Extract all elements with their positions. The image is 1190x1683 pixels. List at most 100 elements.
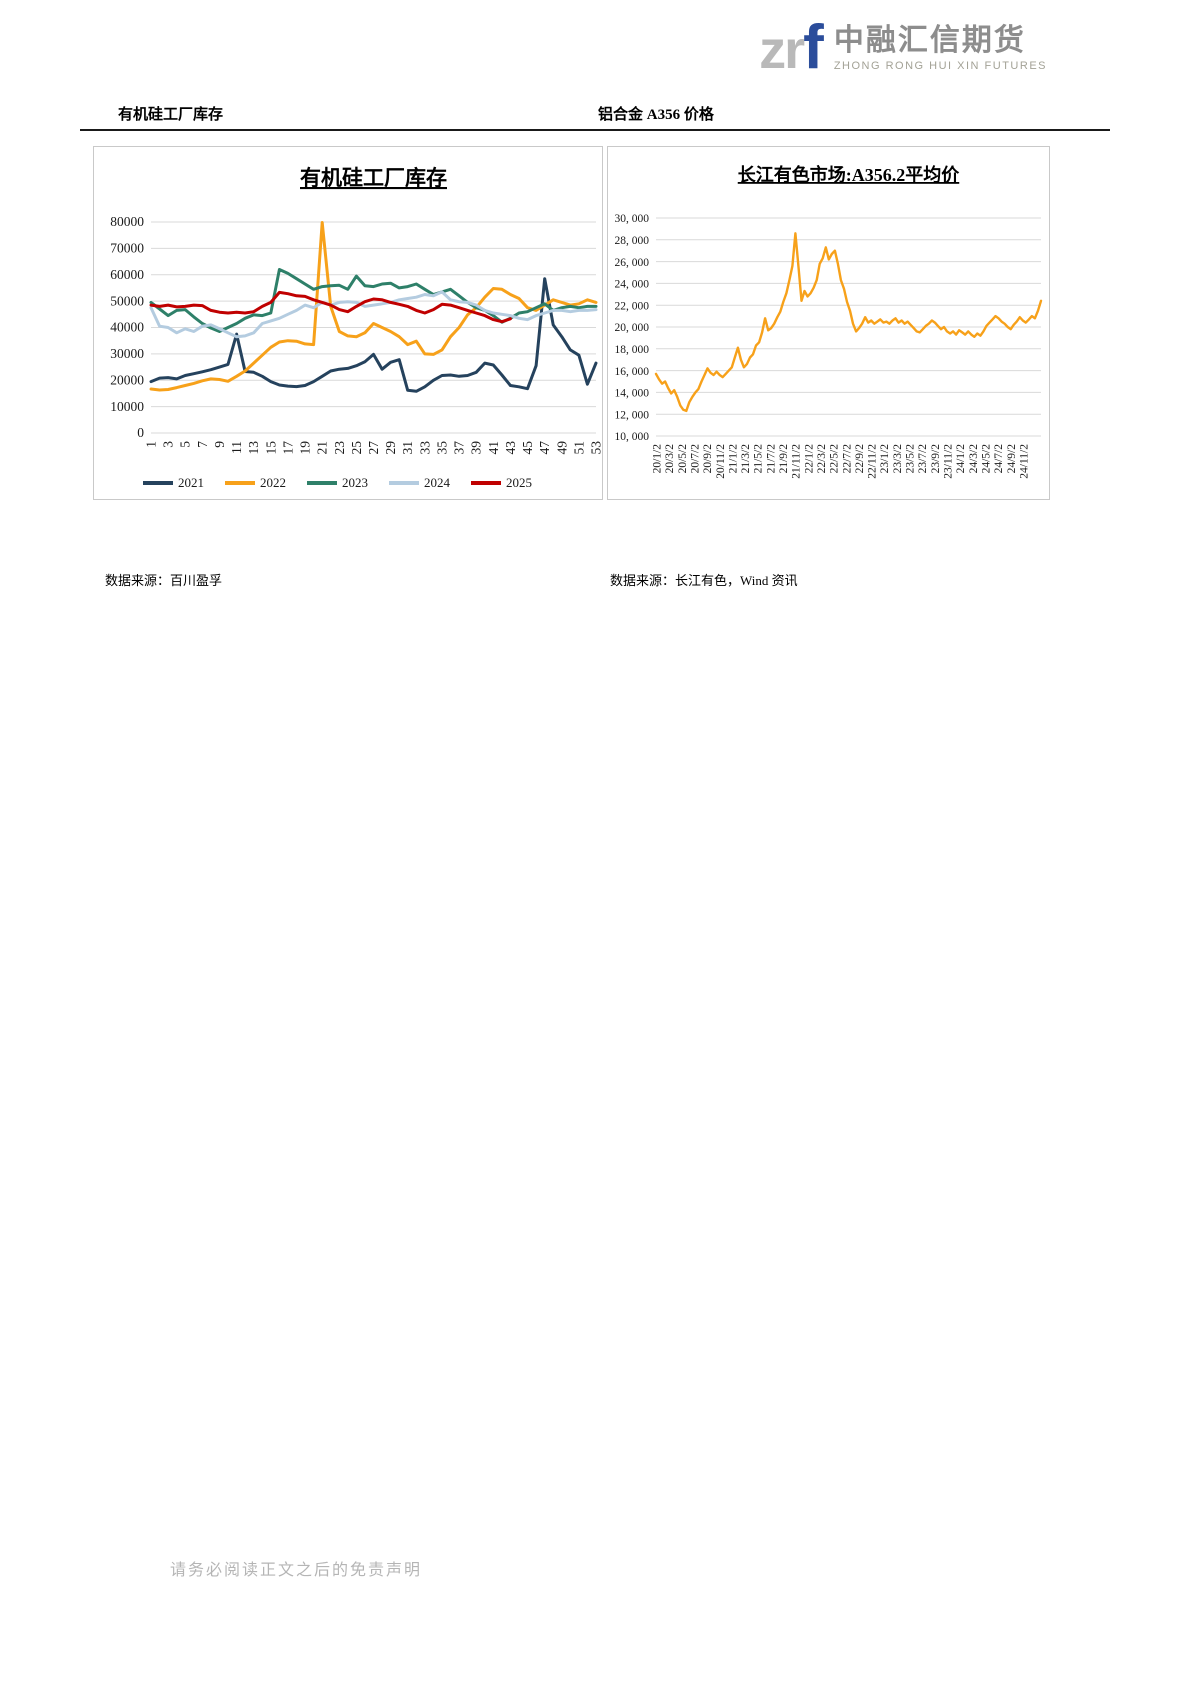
y-tick-label: 20, 000 [615, 322, 650, 334]
series-line-2024 [149, 290, 598, 339]
y-tick-label: 18, 000 [615, 344, 650, 356]
footer-disclaimer: 请务必阅读正文之后的免责声明 [170, 1562, 423, 1579]
y-tick-label: 50000 [110, 293, 144, 308]
x-tick-label: 51 [571, 441, 586, 455]
chart-title: 有机硅工厂库存 [300, 166, 447, 190]
x-tick-label: 22/3/2 [816, 444, 828, 474]
x-tick-label: 1 [144, 441, 159, 448]
x-tick-label: 21/7/2 [765, 444, 777, 474]
y-tick-label: 80000 [110, 214, 144, 229]
logo-wordmark: zrf [759, 17, 824, 79]
x-tick-label: 35 [435, 441, 450, 455]
x-tick-label: 22/1/2 [803, 444, 815, 474]
legend-label-2024: 2024 [424, 475, 451, 490]
x-tick-label: 20/3/2 [664, 444, 676, 474]
x-tick-label: 21 [315, 441, 330, 455]
x-tick-label: 9 [212, 441, 227, 448]
x-tick-label: 22/9/2 [854, 444, 866, 474]
x-tick-label: 24/1/2 [955, 444, 967, 474]
legend-label-2025: 2025 [506, 475, 532, 490]
x-tick-label: 45 [520, 441, 535, 455]
y-tick-label: 16, 000 [615, 366, 650, 378]
y-tick-label: 26, 000 [615, 257, 650, 269]
data-source-left: 数据来源：百川盈孚 [105, 573, 223, 588]
x-tick-label: 19 [298, 441, 313, 455]
x-tick-label: 24/9/2 [1006, 444, 1018, 474]
series-line-长江有色市场:A356.2平均价 [654, 232, 1043, 413]
x-tick-label: 23/9/2 [930, 444, 942, 474]
x-tick-label: 23/1/2 [879, 444, 891, 474]
x-tick-label: 23/7/2 [917, 444, 929, 474]
section-title-aluminum-price: 铝合金 A356 价格 [598, 107, 714, 123]
x-tick-label: 21/1/2 [727, 444, 739, 474]
x-tick-label: 20/9/2 [702, 444, 714, 474]
x-tick-label: 21/5/2 [753, 444, 765, 474]
x-tick-label: 25 [349, 441, 364, 455]
y-tick-label: 60000 [110, 267, 144, 282]
x-tick-label: 24/5/2 [980, 444, 992, 474]
logo-text-block: 中融汇信期货 ZHONG RONG HUI XIN FUTURES [834, 25, 1047, 75]
x-tick-label: 23 [332, 441, 347, 455]
header-divider [80, 129, 1110, 131]
company-name-en: ZHONG RONG HUI XIN FUTURES [833, 59, 1047, 72]
x-tick-label: 21/3/2 [740, 444, 752, 474]
logo-f-letter: f [803, 13, 824, 82]
y-tick-label: 14, 000 [615, 388, 650, 400]
silicone-inventory-svg: 0 10000 20000 30000 40000 50000 60000 70000 8000… [110, 166, 603, 490]
x-tick-label: 23/5/2 [905, 444, 917, 474]
y-tick-label: 30000 [110, 346, 144, 361]
x-tick-label: 22/11/2 [867, 444, 879, 479]
a356-price-chart: 10, 000 12, 000 14, 000 16, 000 18, 000 20, 0… [607, 146, 1050, 500]
x-tick-label: 7 [195, 441, 210, 448]
y-tick-label: 70000 [110, 241, 144, 256]
x-tick-label: 43 [503, 441, 518, 455]
a356-price-svg: 10, 000 12, 000 14, 000 16, 000 18, 000 20, 0… [615, 164, 1043, 479]
x-tick-label: 11 [229, 441, 244, 454]
x-tick-label: 17 [280, 441, 295, 455]
x-tick-label: 49 [554, 441, 569, 455]
x-tick-label: 5 [178, 441, 193, 448]
y-tick-label: 28, 000 [615, 235, 650, 247]
chart-title: 长江有色市场:A356.2平均价 [738, 164, 960, 185]
x-tick-label: 15 [263, 441, 278, 455]
x-tick-label: 21/9/2 [778, 444, 790, 474]
x-tick-label: 23/3/2 [892, 444, 904, 474]
legend-label-2023: 2023 [342, 475, 368, 490]
x-tick-label: 53 [589, 441, 603, 455]
data-source-right: 数据来源：长江有色，Wind 资讯 [610, 573, 798, 588]
x-tick-label: 37 [452, 441, 467, 455]
x-tick-label: 13 [246, 441, 261, 455]
x-tick-label: 20/7/2 [690, 444, 702, 474]
series-line-2023 [149, 268, 598, 333]
y-tick-label: 10, 000 [615, 431, 650, 443]
y-tick-label: 0 [137, 425, 144, 440]
x-tick-label: 22/7/2 [841, 444, 853, 474]
legend-label-2022: 2022 [260, 475, 286, 490]
x-tick-label: 39 [469, 441, 484, 455]
x-tick-label: 22/5/2 [829, 444, 841, 474]
y-tick-label: 12, 000 [615, 409, 650, 421]
x-tick-label: 27 [366, 441, 381, 455]
company-logo: zrf 中融汇信期货 ZHONG RONG HUI XIN FUTURES [759, 17, 1047, 79]
y-tick-label: 22, 000 [615, 300, 650, 312]
section-title-silicone-inventory: 有机硅工厂库存 [118, 107, 224, 123]
x-tick-label: 47 [537, 441, 552, 455]
legend-label-2021: 2021 [178, 475, 204, 490]
y-tick-label: 20000 [110, 372, 144, 387]
x-tick-label: 24/7/2 [993, 444, 1005, 474]
series-line-2021 [149, 277, 598, 393]
y-tick-label: 40000 [110, 320, 144, 335]
x-tick-label: 31 [400, 441, 415, 455]
series-line-2022 [149, 221, 598, 392]
silicone-inventory-chart: 0 10000 20000 30000 40000 50000 60000 70000 8000… [93, 146, 603, 500]
series-line-2025 [149, 290, 512, 324]
x-tick-label: 21/11/2 [791, 444, 803, 479]
company-name-cn: 中融汇信期货 [833, 24, 1026, 58]
x-tick-label: 24/11/2 [1018, 444, 1030, 479]
x-tick-label: 29 [383, 441, 398, 455]
y-tick-label: 24, 000 [615, 279, 650, 291]
y-tick-label: 30, 000 [615, 213, 650, 225]
x-tick-label: 41 [486, 441, 501, 455]
x-tick-label: 24/3/2 [968, 444, 980, 474]
